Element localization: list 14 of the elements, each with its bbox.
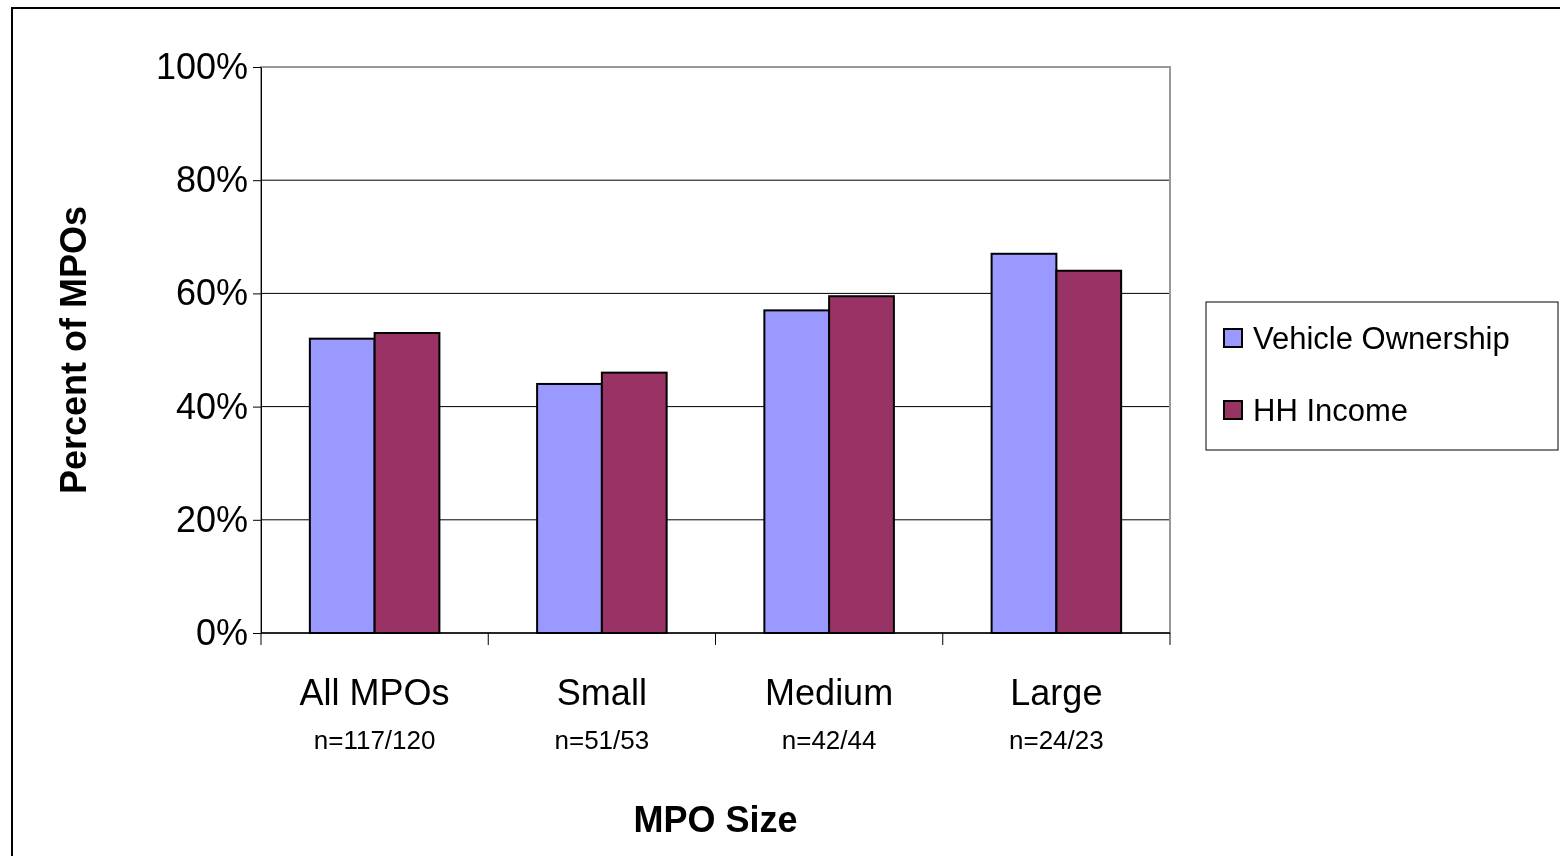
y-tick-label: 20% [175,498,248,540]
legend-label: HH Income [1253,393,1409,428]
y-tick-label: 60% [175,272,248,314]
x-axis-title: MPO Size [633,799,798,840]
x-tick-label: All MPOs n=117/120 [299,672,450,755]
legend-label: Vehicle Ownership [1253,321,1510,356]
y-tick-label: 40% [175,385,248,427]
y-tick-label: 80% [175,159,248,201]
x-tick-label: Large n=24/23 [1009,672,1104,755]
y-axis-title: Percent of MPOs [53,205,94,495]
y-tick-label: 100% [155,46,248,88]
x-tick-label: Small n=51/53 [554,672,650,755]
x-tick-label: Medium n=42/44 [765,672,894,755]
y-tick-label: 0% [195,612,248,654]
